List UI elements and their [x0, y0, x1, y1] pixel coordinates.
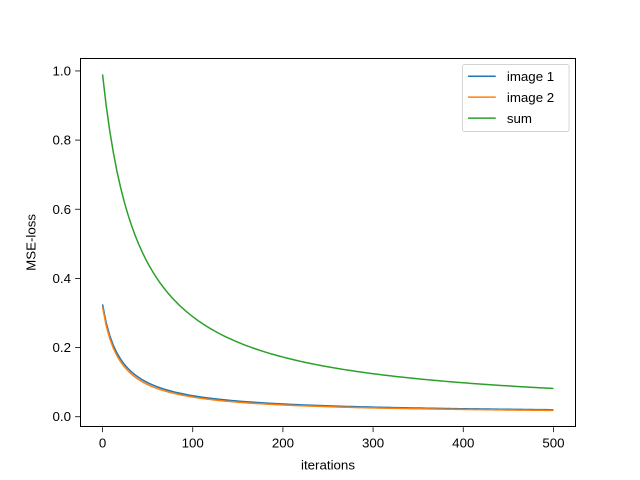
svg-text:300: 300 [362, 436, 384, 451]
svg-text:0.0: 0.0 [53, 409, 72, 424]
svg-text:0.8: 0.8 [53, 133, 72, 148]
svg-text:0.4: 0.4 [53, 271, 72, 286]
svg-text:0.2: 0.2 [53, 340, 72, 355]
svg-text:200: 200 [272, 436, 294, 451]
svg-text:500: 500 [542, 436, 564, 451]
svg-text:MSE-loss: MSE-loss [24, 214, 39, 271]
svg-text:image 1: image 1 [507, 69, 554, 84]
svg-text:iterations: iterations [301, 458, 355, 473]
svg-text:image 2: image 2 [507, 90, 554, 105]
svg-text:100: 100 [182, 436, 204, 451]
svg-text:1.0: 1.0 [53, 63, 72, 78]
svg-text:0.6: 0.6 [53, 202, 72, 217]
svg-text:400: 400 [452, 436, 474, 451]
svg-text:sum: sum [507, 111, 532, 126]
svg-text:0: 0 [99, 436, 106, 451]
